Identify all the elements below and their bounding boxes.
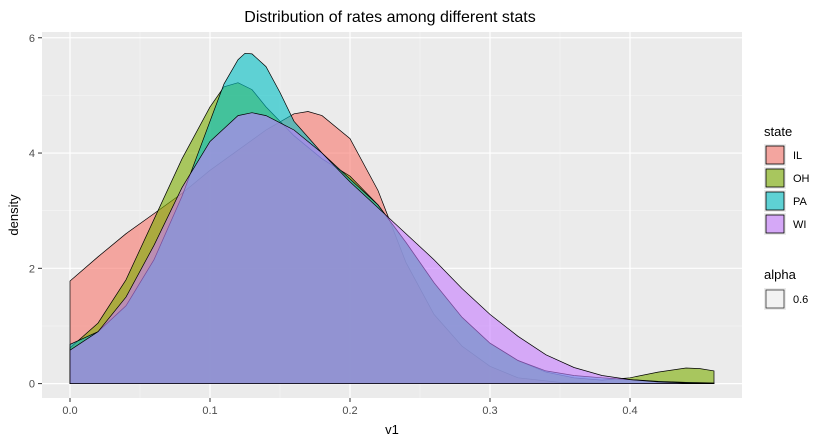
y-tick-label: 4 — [29, 148, 35, 160]
x-tick-label: 0.4 — [622, 405, 637, 417]
x-axis-title: v1 — [385, 422, 399, 437]
alpha-legend-title: alpha — [764, 267, 797, 282]
y-tick-label: 2 — [29, 263, 35, 275]
alpha-legend-label: 0.6 — [793, 294, 808, 306]
legend-swatch-il — [765, 145, 785, 165]
legend-swatch-wi — [765, 214, 785, 234]
y-tick-label: 6 — [29, 33, 35, 45]
density-area-wi — [69, 112, 715, 384]
y-axis-title: density — [6, 194, 21, 236]
y-axis-ticks: 0 2 4 6 — [29, 33, 42, 391]
legend-swatch-pa — [765, 191, 785, 211]
y-tick-label: 0 — [29, 379, 35, 391]
legend-entries: IL OH PA WI — [764, 144, 810, 235]
x-tick-label: 0.3 — [482, 405, 497, 417]
alpha-legend-key — [765, 289, 785, 309]
density-areas — [69, 52, 715, 384]
chart-title: Distribution of rates among different st… — [244, 9, 535, 26]
legend-label-wi: WI — [793, 219, 806, 231]
legend: state IL OH PA WI alpha 0.6 — [764, 124, 810, 310]
legend-title: state — [764, 124, 792, 139]
x-tick-label: 0.2 — [342, 405, 357, 417]
legend-label-il: IL — [793, 150, 802, 162]
legend-label-pa: PA — [793, 196, 808, 208]
x-tick-label: 0.1 — [202, 405, 217, 417]
x-axis-ticks: 0.0 0.1 0.2 0.3 0.4 — [62, 398, 638, 417]
legend-swatch-oh — [765, 168, 785, 188]
x-tick-label: 0.0 — [62, 405, 77, 417]
legend-label-oh: OH — [793, 173, 810, 185]
